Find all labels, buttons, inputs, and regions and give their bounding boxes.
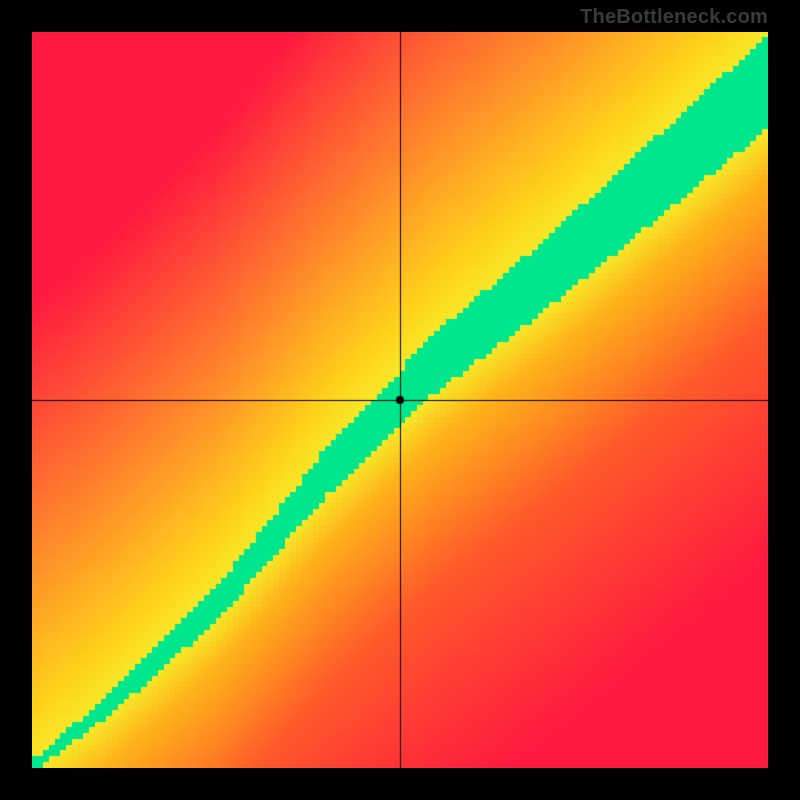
heatmap-plot xyxy=(32,32,768,768)
watermark-text: TheBottleneck.com xyxy=(580,6,768,29)
heatmap-canvas xyxy=(32,32,768,768)
